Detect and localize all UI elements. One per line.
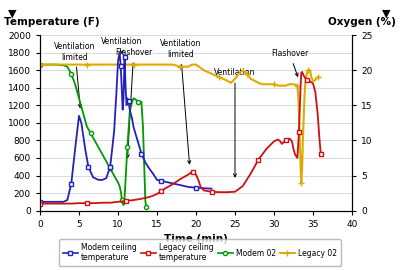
Text: Ventilation
limited: Ventilation limited	[160, 39, 201, 164]
Text: Flashover: Flashover	[115, 48, 152, 158]
Text: Ventilation: Ventilation	[101, 37, 142, 53]
X-axis label: Time (min): Time (min)	[164, 234, 228, 244]
Text: Temperature (F): Temperature (F)	[4, 17, 100, 27]
Text: Oxygen (%): Oxygen (%)	[328, 17, 396, 27]
Text: Ventilation
limited: Ventilation limited	[54, 42, 96, 107]
Legend: Modem ceiling
temperature, Legacy ceiling
temperature, Modem 02, Legacy 02: Modem ceiling temperature, Legacy ceilin…	[59, 239, 341, 266]
Text: ▼: ▼	[8, 9, 16, 19]
Text: Flashover: Flashover	[271, 49, 308, 76]
Text: ▼: ▼	[382, 9, 390, 19]
Text: Ventilation: Ventilation	[214, 68, 256, 177]
